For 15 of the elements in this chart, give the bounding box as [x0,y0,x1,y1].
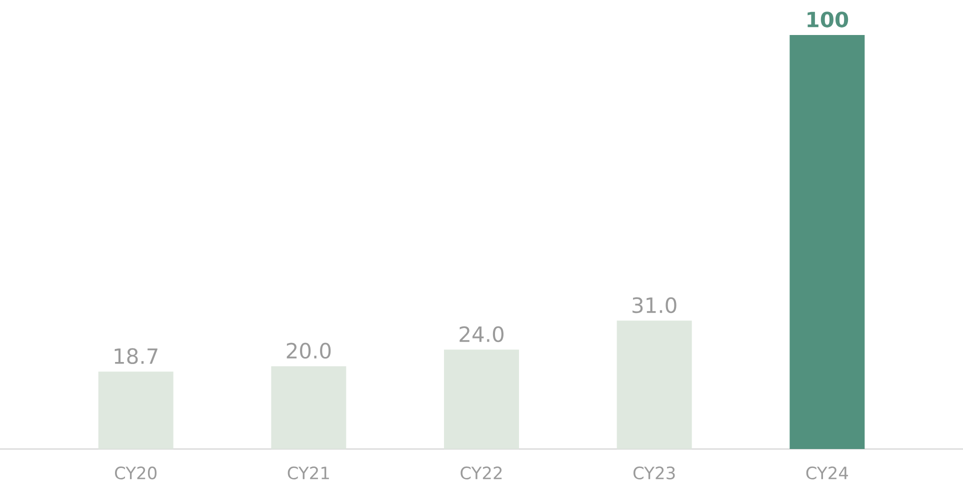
bar [271,366,346,449]
x-tick-label: CY24 [806,466,848,480]
bar [616,320,692,449]
data-label: 20.0 [286,342,331,359]
x-tick-label: CY21 [288,466,329,480]
data-label: 24.0 [460,326,504,342]
x-tick-label: CY22 [460,466,502,480]
bar [98,372,174,449]
data-label: 100 [808,12,848,28]
data-label: 31.0 [632,297,676,314]
x-tick-label: CY23 [633,466,675,480]
data-label: 18.7 [114,348,158,364]
bar [790,34,865,449]
x-tick-label: CY20 [115,466,157,480]
bar [444,350,520,449]
